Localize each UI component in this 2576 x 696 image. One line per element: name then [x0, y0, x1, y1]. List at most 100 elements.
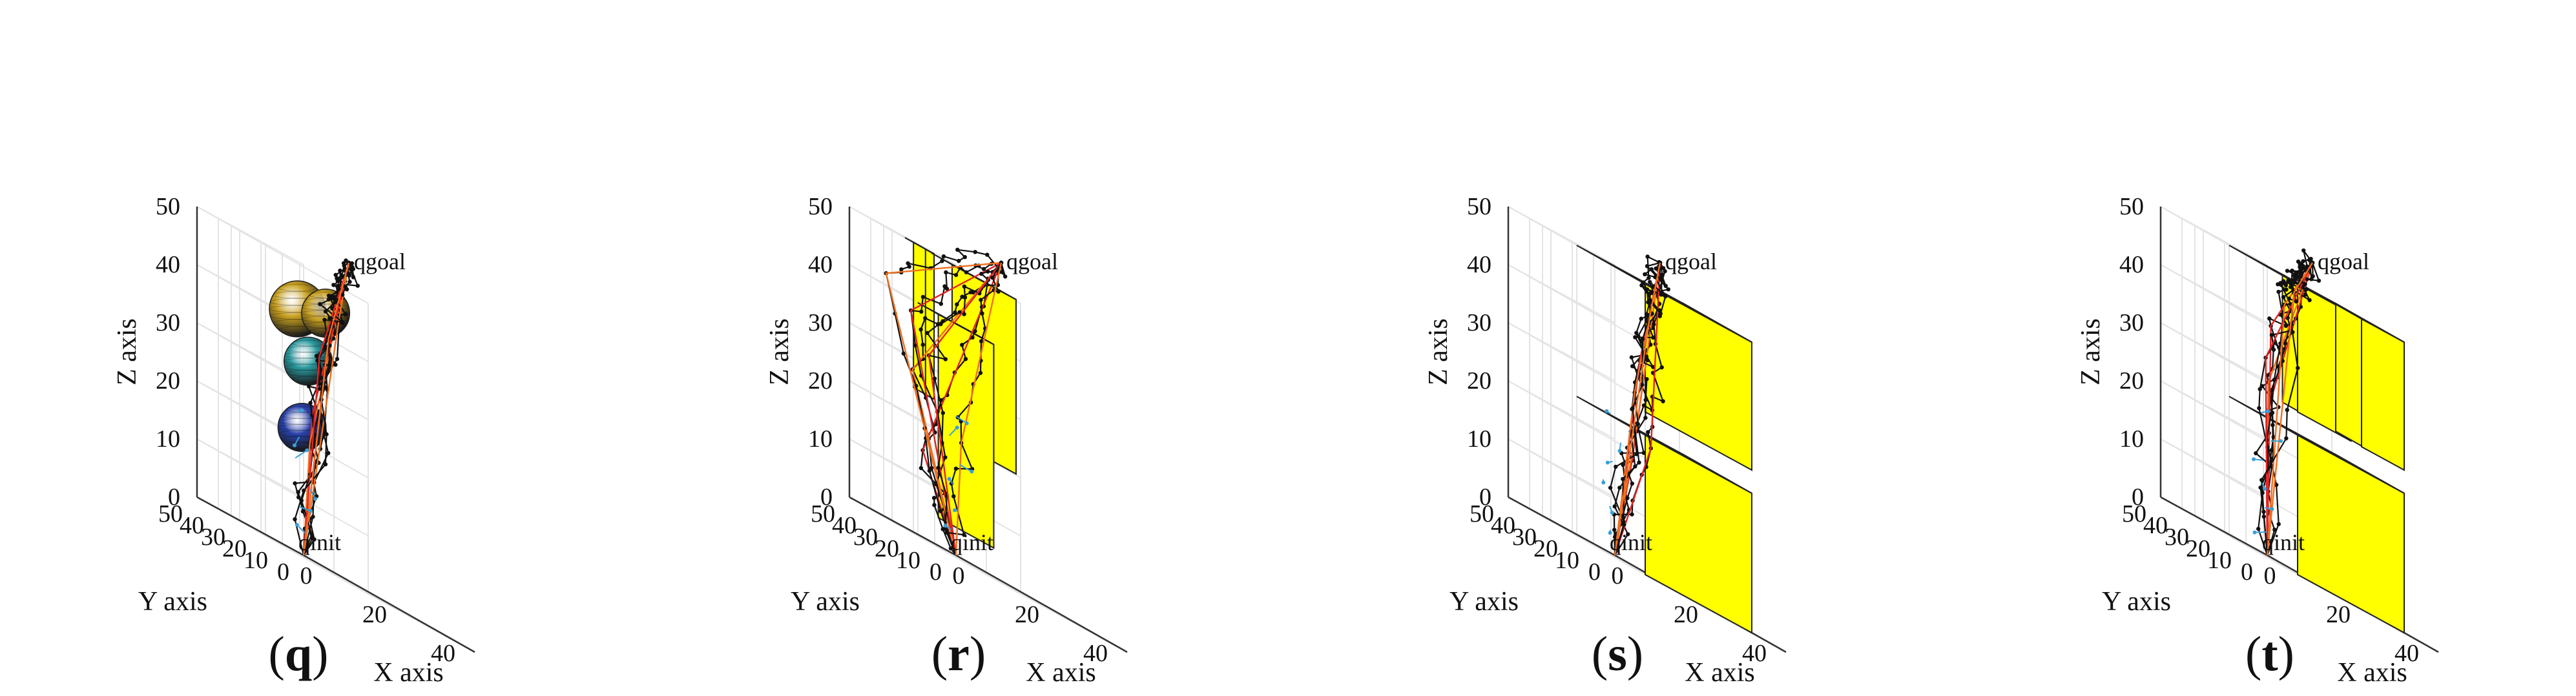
- tree-edge: [992, 277, 999, 292]
- z-tick-label: 10: [156, 425, 180, 453]
- tree-edge: [928, 470, 942, 511]
- tree-edge: [2294, 281, 2306, 291]
- tree-edge: [1614, 487, 1621, 507]
- sphere-mesh-line: [302, 316, 349, 323]
- sphere-mesh-line: [278, 284, 317, 292]
- shortcut-path: [302, 262, 350, 556]
- tree-edge: [920, 450, 924, 469]
- tree-node: [962, 533, 966, 537]
- tree-edge: [2266, 524, 2280, 556]
- x-axis-label: X axis: [2337, 658, 2407, 688]
- tree-edge: [943, 256, 959, 262]
- sphere-mesh-line: [280, 412, 324, 419]
- tree-edge: [961, 442, 973, 469]
- sphere-mesh-line: [286, 442, 318, 449]
- blue-node: [308, 509, 313, 513]
- z-tick-label: 0: [168, 484, 180, 511]
- y-tick-label: 10: [1555, 547, 1579, 574]
- tree-edge: [980, 300, 983, 314]
- shortcut-path: [928, 262, 1002, 556]
- tree-edge: [933, 504, 944, 529]
- y-tick-label: 40: [2143, 512, 2168, 539]
- y-tick-label: 50: [1470, 500, 1494, 527]
- z-axis-label: Z axis: [765, 318, 795, 385]
- tree-edge: [2290, 324, 2299, 369]
- tree-edge: [2267, 447, 2269, 468]
- tree-edge: [940, 311, 961, 325]
- tree-edge: [2292, 289, 2311, 301]
- y-tick-label: 0: [1588, 558, 1601, 586]
- tree-edge: [992, 262, 1002, 278]
- tree-node: [986, 269, 990, 274]
- y-tick-label: 40: [832, 512, 857, 539]
- tree-edge: [981, 313, 986, 329]
- y-tick-label: 50: [2122, 500, 2146, 527]
- tree-edge: [1614, 524, 1625, 556]
- tree-edge: [986, 254, 1006, 278]
- shortcut-path: [909, 261, 1002, 556]
- blue-node: [2270, 507, 2274, 511]
- tree-edge: [1649, 281, 1665, 296]
- z-tick-label: 50: [808, 193, 833, 220]
- tree-edge: [1626, 483, 1633, 498]
- tree-edge: [924, 428, 930, 471]
- tree-node: [322, 318, 327, 322]
- z-tick-label: 20: [1467, 367, 1491, 394]
- tree-edge: [309, 377, 322, 404]
- y-tick-label: 20: [875, 535, 899, 562]
- blue-node: [300, 408, 304, 413]
- tree-edge: [930, 260, 942, 269]
- blue-node: [1610, 511, 1614, 515]
- tree-edge: [302, 534, 313, 556]
- tree-edge: [946, 532, 957, 556]
- tree-edge: [920, 329, 924, 345]
- tree-edge: [950, 468, 957, 484]
- tree-edge: [942, 529, 951, 549]
- shortcut-path: [1614, 262, 1661, 556]
- z-tick-label: 50: [2119, 193, 2144, 220]
- x-tick-label: 0: [1612, 562, 1624, 589]
- tree-edge: [946, 531, 964, 536]
- tree-edge: [1000, 262, 1006, 277]
- tree-edge: [894, 313, 904, 354]
- y-axis-line: [849, 496, 957, 557]
- z-tick-label: 40: [1467, 251, 1491, 278]
- tree-edge: [957, 249, 975, 253]
- tree-node: [927, 469, 932, 473]
- shortcut-path: [955, 262, 1002, 556]
- z-tick-label: 20: [2119, 367, 2144, 394]
- x-tick-label: 20: [2326, 601, 2351, 628]
- tree-edge: [328, 288, 340, 300]
- y-axis-label: Y axis: [138, 587, 207, 617]
- tree-edge: [1641, 285, 1661, 314]
- shortcut-path: [302, 262, 350, 556]
- grid-line: [196, 322, 369, 420]
- tree-edge: [2273, 343, 2281, 380]
- tree-edge: [957, 402, 971, 418]
- tree-edge: [2265, 414, 2272, 440]
- x-axis-label: X axis: [373, 658, 444, 688]
- tree-node: [901, 351, 906, 356]
- tree-node: [293, 481, 297, 486]
- panel-label-r: (r): [931, 627, 986, 681]
- tree-edge: [319, 303, 343, 323]
- blue-branch: [2254, 531, 2267, 533]
- blue-node: [305, 448, 309, 453]
- x-axis-line: [303, 554, 475, 653]
- tree-edge: [953, 496, 965, 535]
- start-label: qinit: [1610, 529, 1652, 555]
- start-label: qinit: [2262, 529, 2305, 555]
- x-axis-label: X axis: [1026, 658, 1096, 688]
- tree-edge: [2303, 250, 2308, 267]
- y-tick-label: 20: [1533, 535, 1558, 562]
- blue-node: [2279, 439, 2283, 444]
- y-tick-label: 30: [201, 524, 225, 551]
- y-tick-label: 0: [930, 558, 942, 586]
- tree-edge: [324, 434, 327, 465]
- z-tick-label: 20: [156, 367, 180, 394]
- tree-node: [943, 455, 948, 460]
- blue-node: [943, 524, 948, 528]
- tree-node: [323, 462, 328, 467]
